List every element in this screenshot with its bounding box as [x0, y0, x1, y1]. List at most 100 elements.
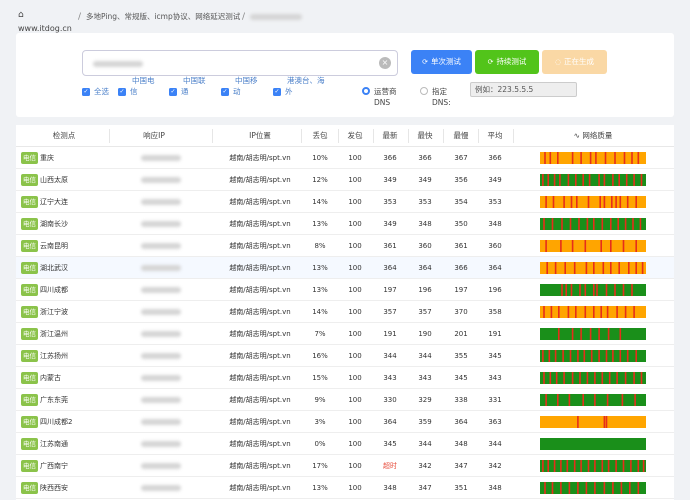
table-row[interactable]: 电信 陕西西安 越南/胡志明/spt.vn 13% 100 348 347 351 348 [16, 477, 674, 499]
table-row[interactable]: 电信 湖南长沙 越南/胡志明/spt.vn 13% 100 349 348 350 348 [16, 213, 674, 235]
col-quality-header[interactable]: ∿ 网络质量 [533, 125, 653, 147]
network-quality-bar[interactable] [540, 482, 646, 494]
table-row[interactable]: 电信 四川成都 越南/胡志明/spt.vn 13% 100 197 196 197 196 [16, 279, 674, 301]
header-divider [513, 129, 514, 143]
slowest-ms: 366 [454, 264, 468, 272]
table-row[interactable]: 电信 重庆 越南/胡志明/spt.vn 10% 100 366 366 367 366 [16, 147, 674, 169]
header-divider [301, 129, 302, 143]
table-row[interactable]: 电信 内蒙古 越南/胡志明/spt.vn 15% 100 343 343 345 343 [16, 367, 674, 389]
packet-loss-mark [604, 152, 607, 164]
network-quality-bar[interactable] [540, 350, 646, 362]
packet-loss-mark [605, 284, 608, 296]
loss-rate: 13% [312, 220, 328, 228]
table-row[interactable]: 电信 山西太原 越南/胡志明/spt.vn 12% 100 349 349 356 349 [16, 169, 674, 191]
running-button[interactable]: ◌ 正在生成 [542, 50, 607, 74]
network-quality-bar[interactable] [540, 196, 646, 208]
packet-loss-mark [630, 460, 632, 472]
packet-loss-mark [622, 460, 625, 472]
packet-loss-mark [603, 174, 606, 186]
network-quality-bar[interactable] [540, 394, 646, 406]
packet-loss-mark [585, 262, 588, 274]
latest-ms: 197 [383, 286, 397, 294]
clear-icon[interactable]: × [379, 57, 391, 69]
packet-loss-mark [610, 218, 612, 230]
col-fastest-header[interactable]: 最快 [417, 131, 433, 140]
checkpoint-name: 广东东莞 [40, 396, 68, 404]
sent-count: 100 [348, 374, 362, 382]
average-ms: 358 [488, 308, 502, 316]
table-row[interactable]: 电信 云南昆明 越南/胡志明/spt.vn 8% 100 361 360 361 360 [16, 235, 674, 257]
network-quality-bar[interactable] [540, 416, 646, 428]
packet-loss-mark [612, 350, 614, 362]
col-sent-header[interactable]: 发包 [347, 131, 363, 140]
col-response-ip-header[interactable]: 响应IP [143, 131, 165, 140]
packet-loss-mark [578, 218, 580, 230]
network-quality-bar[interactable] [540, 328, 646, 340]
packet-loss-mark [551, 482, 554, 494]
packet-loss-mark [543, 306, 545, 318]
latest-ms: 超时 [383, 462, 397, 470]
dns-input[interactable]: 例如：223.5.5.5 [470, 82, 577, 97]
table-row[interactable]: 电信 广东东莞 越南/胡志明/spt.vn 9% 100 330 329 338 331 [16, 389, 674, 411]
ip-location: 越南/胡志明/spt.vn [229, 462, 291, 470]
packet-loss-mark [560, 460, 562, 472]
packet-loss-mark [543, 372, 545, 384]
network-quality-bar[interactable] [540, 174, 646, 186]
packet-loss-mark [550, 306, 553, 318]
col-ip-location-header[interactable]: IP位置 [249, 131, 271, 140]
latest-ms: 353 [383, 198, 397, 206]
packet-loss-mark [601, 372, 604, 384]
col-loss-header[interactable]: 丢包 [312, 131, 328, 140]
network-quality-bar[interactable] [540, 372, 646, 384]
col-slowest-header[interactable]: 最慢 [453, 131, 469, 140]
packet-loss-mark [620, 482, 623, 494]
response-ip-redacted [141, 265, 181, 271]
site-logo[interactable]: ⌂ www.itdog.cn [18, 8, 72, 36]
table-row[interactable]: 电信 浙江宁波 越南/胡志明/spt.vn 14% 100 357 357 370 358 [16, 301, 674, 323]
top-bar: ⌂ www.itdog.cn / 多地Ping、常规版、icmp协议、网络延迟测… [0, 0, 690, 34]
loss-rate: 15% [312, 374, 328, 382]
fastest-ms: 349 [418, 176, 432, 184]
response-ip-redacted [141, 243, 181, 249]
table-row[interactable]: 电信 江苏扬州 越南/胡志明/spt.vn 16% 100 344 344 355 345 [16, 345, 674, 367]
packet-loss-mark [579, 372, 581, 384]
table-row[interactable]: 电信 湖北武汉 越南/胡志明/spt.vn 13% 100 364 364 366 364 [16, 257, 674, 279]
continuous-test-button[interactable]: ⟳ 持续测试 [475, 50, 539, 74]
packet-loss-mark [557, 394, 559, 406]
network-quality-bar[interactable] [540, 438, 646, 450]
table-row[interactable]: 电信 浙江温州 越南/胡志明/spt.vn 7% 100 191 190 201 191 [16, 323, 674, 345]
network-quality-bar[interactable] [540, 460, 646, 472]
single-test-button[interactable]: ⟳ 单次测试 [411, 50, 472, 74]
network-quality-bar[interactable] [540, 284, 646, 296]
target-input[interactable]: × [82, 50, 398, 76]
packet-loss-mark [635, 240, 637, 252]
test-control-panel: × ⟳ 单次测试 ⟳ 持续测试 ◌ 正在生成 ✓ 全选 ✓ 中国电 信 ✓ 中国联 通… [16, 33, 674, 117]
packet-loss-mark [577, 482, 579, 494]
network-quality-bar[interactable] [540, 306, 646, 318]
home-icon[interactable]: ⌂ [18, 10, 24, 20]
col-latest-header[interactable]: 最新 [382, 131, 398, 140]
col-average-header[interactable]: 平均 [487, 131, 503, 140]
packet-loss-mark [564, 262, 566, 274]
packet-loss-mark [593, 218, 595, 230]
isp-badge: 电信 [21, 416, 38, 428]
table-row[interactable]: 电信 广西南宁 越南/胡志明/spt.vn 17% 100 超时 342 347 342 [16, 455, 674, 477]
table-row[interactable]: 电信 四川成都2 越南/胡志明/spt.vn 3% 100 364 359 364 363 [16, 411, 674, 433]
network-quality-bar[interactable] [540, 152, 646, 164]
packet-loss-mark [617, 218, 619, 230]
network-quality-bar[interactable] [540, 218, 646, 230]
network-quality-bar[interactable] [540, 262, 646, 274]
col-checkpoint-header[interactable]: 检测点 [52, 131, 76, 140]
table-row[interactable]: 电信 江苏南通 越南/胡志明/spt.vn 0% 100 345 344 348 344 [16, 433, 674, 455]
checkpoint-name: 内蒙古 [40, 374, 61, 382]
sent-count: 100 [348, 462, 362, 470]
packet-loss-mark [549, 372, 552, 384]
sent-count: 100 [348, 352, 362, 360]
table-row[interactable]: 电信 辽宁大连 越南/胡志明/spt.vn 14% 100 353 353 354 353 [16, 191, 674, 213]
packet-loss-mark [637, 460, 640, 472]
network-quality-bar[interactable] [540, 240, 646, 252]
packet-loss-mark [545, 394, 547, 406]
latest-ms: 349 [383, 220, 397, 228]
site-name[interactable]: www.itdog.cn [18, 24, 72, 33]
packet-loss-mark [586, 218, 589, 230]
